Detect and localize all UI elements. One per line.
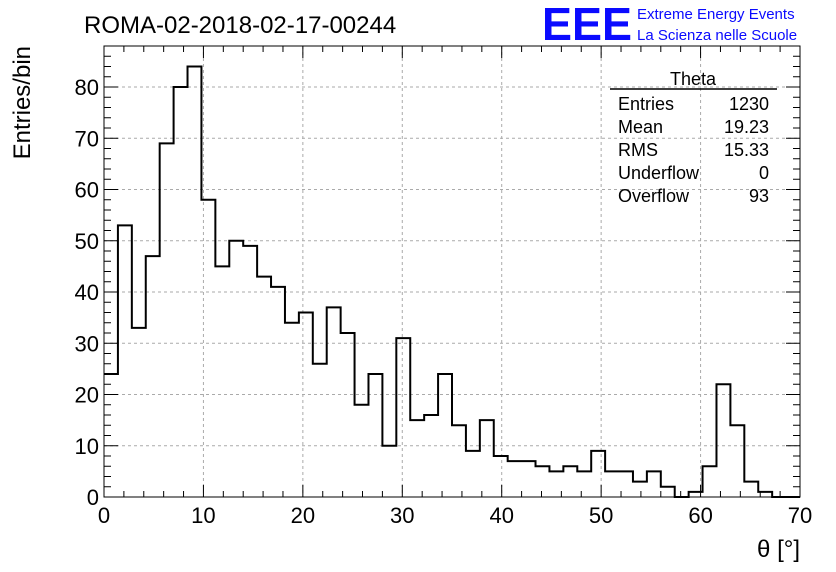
x-tick-label: 20: [291, 503, 315, 528]
histogram-line: [104, 67, 800, 498]
grid-lines: [104, 46, 800, 497]
x-tick-labels: 0 10 20 30 40 50 60 70: [98, 503, 812, 528]
run-title: ROMA-02-2018-02-17-00244: [84, 12, 396, 39]
axis-ticks: [104, 46, 800, 497]
stats-row-label: Overflow: [618, 186, 690, 206]
stats-row-value: 1230: [729, 94, 769, 114]
y-tick-label: 10: [75, 434, 99, 459]
x-axis-label: θ [°]: [757, 536, 800, 563]
y-tick-label: 60: [75, 178, 99, 203]
stats-row-label: Mean: [618, 117, 663, 137]
stats-row-value: 19.23: [724, 117, 769, 137]
y-axis-label: Entries/bin: [9, 46, 36, 159]
y-tick-label: 30: [75, 331, 99, 356]
logo-line-1: Extreme Energy Events: [637, 6, 795, 23]
plot-frame: [104, 46, 800, 497]
x-tick-label: 10: [191, 503, 215, 528]
y-tick-labels: 0 10 20 30 40 50 60 70 80: [75, 75, 99, 510]
stats-title: Theta: [670, 69, 717, 89]
stats-row-value: 15.33: [724, 140, 769, 160]
stats-row-value: 0: [759, 163, 769, 183]
x-tick-label: 30: [390, 503, 414, 528]
x-tick-label: 40: [489, 503, 513, 528]
stats-row-value: 93: [749, 186, 769, 206]
stats-row-label: Entries: [618, 94, 674, 114]
x-tick-label: 70: [788, 503, 812, 528]
x-tick-label: 0: [98, 503, 110, 528]
y-tick-label: 80: [75, 75, 99, 100]
x-tick-label: 60: [688, 503, 712, 528]
eee-logo: EEE Extreme Energy Events La Scienza nel…: [542, 0, 797, 50]
eee-logo-mark: EEE: [542, 0, 632, 50]
y-tick-label: 0: [87, 485, 99, 510]
y-tick-label: 20: [75, 383, 99, 408]
y-tick-label: 70: [75, 126, 99, 151]
y-tick-label: 40: [75, 280, 99, 305]
y-tick-label: 50: [75, 229, 99, 254]
x-tick-label: 50: [589, 503, 613, 528]
stats-row-label: Underflow: [618, 163, 700, 183]
stats-row-label: RMS: [618, 140, 658, 160]
logo-line-2: La Scienza nelle Scuole: [637, 27, 797, 44]
stats-box: Theta Entries 1230 Mean 19.23 RMS 15.33 Underf…: [610, 69, 777, 206]
